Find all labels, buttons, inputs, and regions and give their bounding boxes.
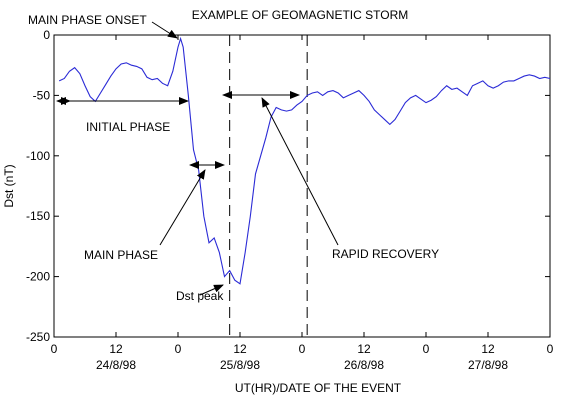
y-tick-label: -150	[26, 209, 50, 223]
date-label: 25/8/98	[220, 358, 260, 372]
annotation-main-phase: MAIN PHASE	[84, 248, 158, 262]
annotation-dst-peak: Dst peak	[176, 289, 224, 303]
annotation-main-phase-onset: MAIN PHASE ONSET	[28, 13, 147, 27]
phase-boundary-lines	[229, 35, 308, 337]
y-axis: 0 -50 -100 -150 -200 -250	[26, 28, 550, 344]
y-tick-label: -200	[26, 270, 50, 284]
y-tick-label: -50	[33, 88, 51, 102]
arrow-main-phase-pointer	[159, 169, 206, 246]
annotation-initial-phase: INITIAL PHASE	[86, 120, 170, 134]
annotation-rapid-recovery: RAPID RECOVERY	[332, 247, 439, 261]
arrow-dst-peak	[199, 284, 224, 296]
arrow-main-phase-onset	[151, 21, 178, 39]
x-axis-label: UT(HR)/DATE OF THE EVENT	[235, 381, 402, 395]
x-axis: 0 12 0 12 0 12 0 12 0	[51, 35, 554, 356]
y-tick-label: 0	[43, 28, 50, 42]
x-tick-label: 0	[423, 342, 430, 356]
dst-series-line	[58, 36, 551, 285]
y-tick-label: -100	[26, 149, 50, 163]
date-label: 26/8/98	[344, 358, 384, 372]
chart-title: EXAMPLE OF GEOMAGNETIC STORM	[192, 8, 408, 22]
date-label: 24/8/98	[96, 358, 136, 372]
x-tick-label: 12	[481, 342, 495, 356]
x-tick-label: 0	[299, 342, 306, 356]
x-tick-label: 0	[175, 342, 182, 356]
x-tick-label: 0	[547, 342, 554, 356]
x-tick-label: 12	[109, 342, 123, 356]
arrow-recovery-pointer	[261, 97, 339, 246]
y-axis-label: Dst (nT)	[2, 164, 16, 207]
date-label: 27/8/98	[468, 358, 508, 372]
x-tick-label: 12	[357, 342, 371, 356]
x-tick-label: 12	[233, 342, 247, 356]
y-tick-label: -250	[26, 330, 50, 344]
x-tick-label: 0	[51, 342, 58, 356]
date-labels: 24/8/98 25/8/98 26/8/98 27/8/98	[96, 358, 508, 372]
plot-area	[53, 34, 551, 338]
